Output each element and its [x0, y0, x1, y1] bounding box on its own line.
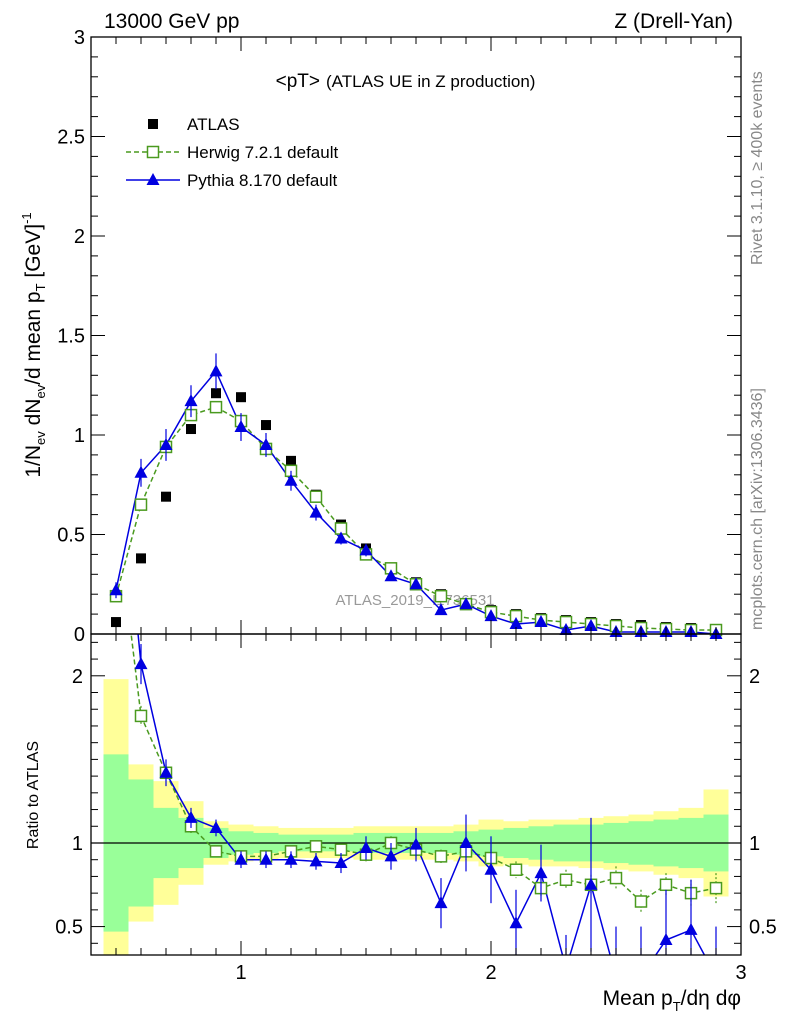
- pythia-point: [309, 505, 323, 518]
- x-tick-label: 1: [235, 962, 246, 984]
- herwig-ratio-point: [709, 881, 723, 895]
- ratio-y-tick-label-right: 0.5: [749, 917, 777, 939]
- x-tick-label: 3: [735, 962, 746, 984]
- x-axis-label: Mean pT/dη dφ: [603, 987, 741, 1014]
- legend-marker: [146, 145, 160, 159]
- pythia-point: [234, 420, 248, 433]
- pythia-ratio-point: [309, 854, 323, 867]
- herwig-point: [434, 589, 448, 603]
- ratio-y-tick-label: 0.5: [55, 917, 83, 939]
- watermark: ATLAS_2019_I1736531: [335, 592, 494, 609]
- pythia-ratio-point: [209, 820, 223, 833]
- pythia-ratio-point: [584, 877, 598, 890]
- pythia-ratio-point: [459, 835, 473, 848]
- herwig-ratio-point: [634, 895, 648, 908]
- y-tick-label: 3: [74, 27, 85, 49]
- pythia-point: [159, 437, 173, 450]
- ratio-y-tick-label: 2: [72, 666, 83, 688]
- herwig-point: [209, 400, 223, 414]
- pythia-point: [534, 615, 548, 628]
- legend-label: ATLAS: [187, 115, 240, 134]
- pythia-point: [384, 569, 398, 582]
- legend-marker: [146, 173, 160, 185]
- pythia-point: [284, 473, 298, 486]
- pythia-ratio-point: [134, 657, 148, 670]
- ratio-ylabel: Ratio to ATLAS: [25, 741, 42, 849]
- pythia-point: [109, 583, 123, 596]
- pythia-point: [359, 543, 373, 556]
- pythia-ratio-point: [384, 849, 398, 862]
- ratio-y-tick-label-right: 1: [749, 833, 760, 855]
- herwig-ratio-point: [209, 845, 223, 858]
- pythia-point: [509, 617, 523, 630]
- pythia-point: [584, 619, 598, 632]
- legend-label: Pythia 8.170 default: [187, 171, 338, 190]
- ratio-y-tick-label-right: 2: [749, 666, 760, 688]
- header-left: 13000 GeV pp: [104, 10, 239, 33]
- rivet-label: Rivet 3.1.10, ≥ 400k events: [749, 71, 766, 265]
- pythia-ratio-point: [259, 852, 273, 865]
- data-point: [236, 392, 246, 403]
- pythia-point: [259, 437, 273, 450]
- data-point: [136, 553, 146, 564]
- pythia-ratio-point: [184, 810, 198, 823]
- y-tick-label: 0: [74, 624, 85, 646]
- herwig-ratio-point: [609, 871, 623, 885]
- pythia-ratio-point: [484, 862, 498, 875]
- pythia-ratio-point: [234, 852, 248, 865]
- herwig-point: [134, 498, 148, 511]
- ratio-panel: 1 2 3 0.5 0.5 1 1 2 2 Ratio to ATLAS Mean pT/dη …: [25, 633, 777, 1014]
- x-tick-label: 2: [485, 962, 496, 984]
- herwig-ratio-point: [434, 850, 448, 863]
- pythia-ratio-point: [334, 856, 348, 869]
- y-tick-label: 2.5: [57, 127, 85, 149]
- pythia-point: [484, 609, 498, 622]
- data-point: [111, 617, 121, 628]
- mcplots-label: mcplots.cern.ch [arXiv:1306.3436]: [749, 388, 766, 630]
- y-tick-label: 1: [74, 425, 85, 447]
- herwig-ratio-point: [559, 873, 573, 887]
- herwig-point: [309, 490, 323, 503]
- data-point: [286, 455, 296, 466]
- data-point: [186, 424, 196, 435]
- legend: ATLAS Herwig 7.2.1 default Pythia 8.170 de…: [126, 115, 338, 190]
- pythia-point: [209, 364, 223, 377]
- data-point: [161, 491, 171, 502]
- pythia-point: [134, 465, 148, 478]
- legend-label: Herwig 7.2.1 default: [187, 143, 338, 162]
- pythia-ratio-point: [434, 896, 448, 909]
- y-tick-label: 0.5: [57, 525, 85, 547]
- pythia-ratio-point: [509, 916, 523, 929]
- legend-marker: [148, 119, 158, 129]
- pythia-ratio-point: [684, 922, 698, 935]
- pythia-ratio-point: [534, 866, 548, 879]
- pythia-point: [334, 531, 348, 544]
- pythia-point: [184, 394, 198, 407]
- pythia-ratio-point: [159, 765, 173, 778]
- pythia-ratio-point: [409, 837, 423, 850]
- herwig-ratio-point: [659, 878, 673, 892]
- pythia-point: [409, 577, 423, 590]
- data-point: [211, 388, 221, 399]
- data-point: [261, 420, 271, 431]
- chart-subtitle: (ATLAS UE in Z production): [326, 72, 535, 91]
- pythia-ratio-point: [284, 852, 298, 865]
- pythia-ratio-point: [659, 932, 673, 945]
- y-tick-label: 1.5: [57, 326, 85, 348]
- y-tick-label: 2: [74, 226, 85, 248]
- pythia-point: [459, 597, 473, 610]
- chart-title: <pT>: [276, 71, 320, 92]
- pythia-point: [434, 603, 448, 616]
- herwig-ratio-point: [309, 840, 323, 853]
- main-ylabel: 1/Nev dNev/d mean pT [GeV]-1: [19, 212, 48, 477]
- herwig-ratio-point: [509, 863, 523, 876]
- ratio-y-tick-label: 1: [72, 833, 83, 855]
- header-right: Z (Drell-Yan): [614, 10, 733, 33]
- pythia-ratio-point: [359, 841, 373, 853]
- herwig-ratio-point: [134, 709, 148, 723]
